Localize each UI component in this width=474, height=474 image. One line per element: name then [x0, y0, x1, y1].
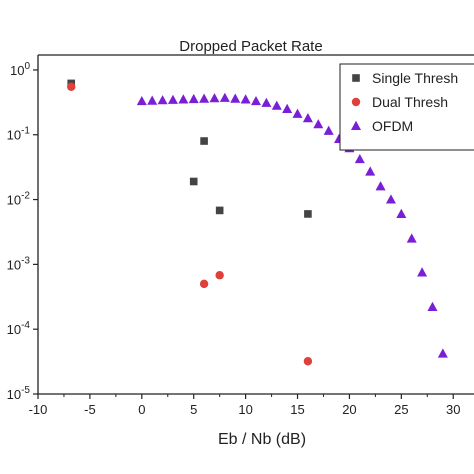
legend-label: Dual Thresh — [372, 94, 448, 110]
y-tick-label: 10-5 — [7, 385, 31, 402]
data-point — [215, 206, 224, 215]
data-point — [178, 94, 189, 104]
legend-marker — [352, 74, 360, 82]
y-tick-label: 100 — [10, 61, 30, 78]
legend: Single Thresh Dual Thresh OFDM — [339, 63, 474, 151]
data-point — [188, 93, 199, 104]
data-point — [406, 233, 417, 243]
data-point — [209, 93, 220, 103]
legend-label: Single Thresh — [372, 70, 458, 86]
plot-area — [67, 79, 448, 366]
x-tick-label: 10 — [238, 402, 252, 417]
data-point — [354, 153, 365, 164]
legend-marker — [351, 120, 361, 130]
data-point — [200, 137, 208, 145]
data-point — [251, 95, 261, 106]
series-layer — [67, 79, 448, 366]
data-point — [136, 95, 147, 106]
series-square — [67, 79, 312, 218]
x-tick-label: 25 — [394, 402, 408, 417]
data-point — [313, 119, 324, 129]
data-point — [199, 93, 210, 103]
legend-items: Single Thresh Dual Thresh OFDM — [351, 70, 458, 134]
x-tick-label: 15 — [290, 402, 304, 417]
data-point — [271, 100, 282, 110]
legend-label: OFDM — [372, 118, 413, 134]
data-point — [215, 271, 224, 280]
data-point — [240, 94, 251, 104]
y-tick-label: 10-2 — [7, 191, 31, 208]
data-point — [147, 95, 158, 105]
data-point — [67, 82, 76, 91]
y-tick-label: 10-1 — [7, 126, 31, 143]
data-point — [396, 208, 407, 218]
x-tick-label: 20 — [342, 402, 356, 417]
x-tick-label: -10 — [29, 402, 48, 417]
y-tick-label: 10-3 — [7, 255, 31, 272]
data-point — [189, 177, 198, 186]
series-circle — [67, 82, 313, 366]
x-tick-label: 0 — [138, 402, 145, 417]
data-point — [304, 210, 312, 218]
y-tick-label: 10-4 — [7, 320, 31, 337]
x-tick-label: -5 — [84, 402, 96, 417]
data-point — [427, 301, 438, 311]
data-point — [282, 103, 293, 113]
data-point — [302, 113, 313, 123]
data-point — [385, 194, 396, 204]
legend-box — [339, 63, 474, 151]
data-point — [219, 92, 230, 102]
x-tick-label: 30 — [446, 402, 460, 417]
data-point — [292, 108, 303, 118]
data-point — [261, 97, 272, 107]
data-point — [417, 267, 428, 277]
chart-title: Dropped Packet Rate — [179, 38, 322, 55]
y-ticks: 100 10-1 10-2 10-3 10-4 10-5 — [7, 61, 38, 402]
x-ticks: -10 -5 0 5 10 15 20 25 30 — [29, 394, 460, 417]
data-point — [375, 181, 386, 191]
legend-marker — [351, 97, 361, 107]
data-point — [303, 357, 313, 366]
data-point — [199, 279, 209, 289]
data-point — [437, 348, 448, 358]
data-point — [157, 95, 168, 105]
data-point — [167, 94, 178, 104]
x-axis-title: Eb / Nb (dB) — [218, 431, 306, 448]
data-point — [230, 93, 241, 103]
data-point — [323, 125, 334, 135]
x-tick-label: 5 — [190, 402, 197, 417]
data-point — [365, 166, 376, 176]
